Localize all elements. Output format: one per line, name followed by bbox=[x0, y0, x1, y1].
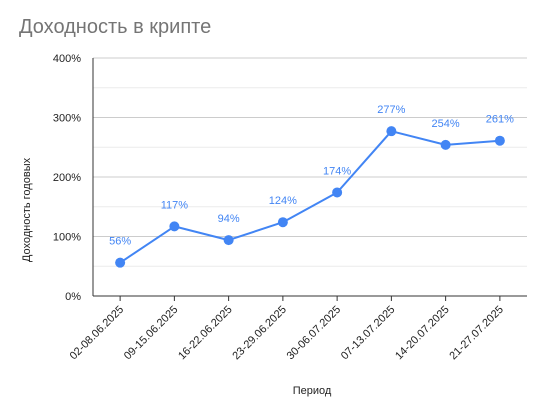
data-point bbox=[440, 139, 451, 150]
x-tick-label: 16-22.06.2025 bbox=[176, 304, 235, 363]
x-tick-label: 02-08.06.2025 bbox=[68, 304, 127, 363]
data-point bbox=[169, 221, 180, 232]
y-tick-labels: 0% 100% 200% 300% 400% bbox=[53, 53, 81, 303]
chart-title: Доходность в крипте bbox=[19, 16, 212, 38]
data-point bbox=[386, 126, 397, 137]
y-axis-title: Доходность годовых bbox=[21, 157, 33, 262]
data-label: 277% bbox=[377, 104, 405, 116]
data-label: 124% bbox=[269, 195, 297, 207]
y-tick-label: 200% bbox=[53, 172, 81, 184]
data-points bbox=[115, 126, 505, 268]
data-label: 254% bbox=[432, 118, 460, 130]
axes bbox=[92, 58, 527, 301]
data-point bbox=[277, 217, 288, 228]
data-point bbox=[494, 135, 505, 146]
data-point bbox=[115, 257, 126, 268]
y-tick-label: 0% bbox=[65, 291, 81, 303]
series-lines bbox=[119, 130, 500, 264]
gridlines bbox=[93, 57, 527, 297]
data-labels: 56% 117% 94% 124% 174% 277% 254% 261% bbox=[109, 104, 514, 247]
data-label: 56% bbox=[109, 236, 131, 248]
data-point bbox=[332, 187, 343, 198]
y-tick-label: 300% bbox=[53, 113, 81, 125]
y-tick-label: 400% bbox=[53, 53, 81, 65]
data-label: 94% bbox=[218, 213, 240, 225]
x-tick-label: 07-13.07.2025 bbox=[339, 304, 398, 363]
series-line bbox=[119, 130, 500, 264]
data-label: 174% bbox=[323, 165, 351, 177]
data-point bbox=[223, 235, 234, 246]
x-tick-label: 23-29.06.2025 bbox=[230, 304, 289, 363]
x-tick-label: 09-15.06.2025 bbox=[122, 304, 181, 363]
x-tick-labels: 02-08.06.202509-15.06.202516-22.06.20252… bbox=[68, 304, 506, 363]
x-tick-label: 30-06.07.2025 bbox=[285, 304, 344, 363]
y-tick-label: 100% bbox=[53, 232, 81, 244]
x-tick-label: 14-20.07.2025 bbox=[393, 304, 452, 363]
x-tick-label: 21-27.07.2025 bbox=[447, 304, 506, 363]
data-label: 261% bbox=[486, 114, 514, 126]
data-label: 117% bbox=[161, 199, 189, 211]
x-axis-title: Период bbox=[293, 385, 332, 397]
